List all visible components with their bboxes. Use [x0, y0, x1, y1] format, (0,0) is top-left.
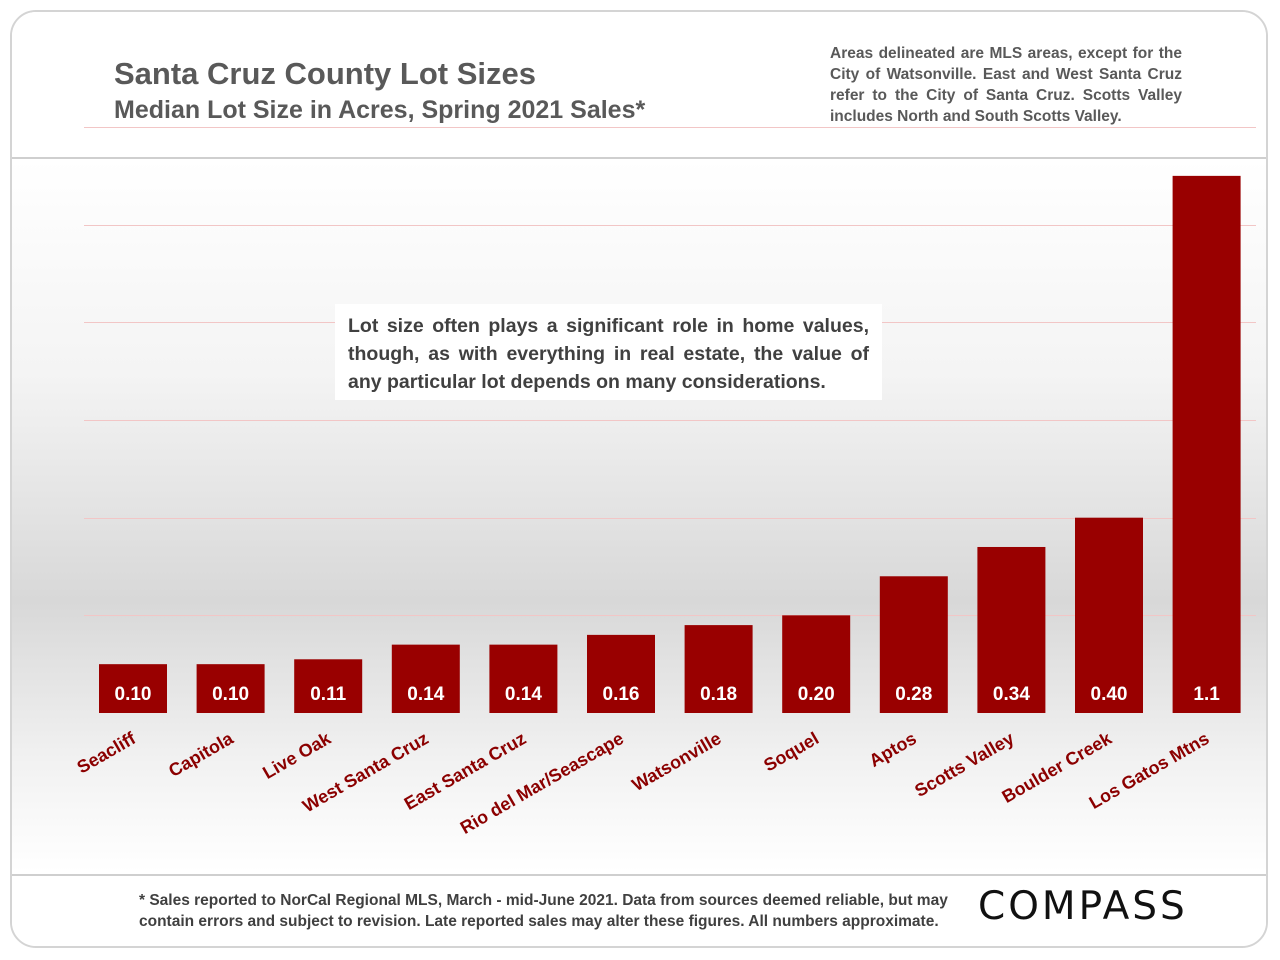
data-label: 0.14	[407, 684, 444, 705]
bar	[1172, 175, 1241, 713]
data-label: 0.28	[895, 684, 932, 705]
data-label: 0.10	[115, 684, 152, 705]
data-label: 0.14	[505, 684, 542, 705]
bar	[489, 644, 558, 713]
bar	[391, 644, 460, 713]
data-label: 0.40	[1091, 684, 1128, 705]
bar	[879, 576, 948, 713]
data-label: 0.34	[993, 684, 1030, 705]
bar	[99, 664, 167, 713]
bar	[294, 659, 363, 713]
footnote: * Sales reported to NorCal Regional MLS,…	[139, 892, 948, 930]
bar	[684, 625, 753, 713]
category-label: Seacliff	[74, 728, 140, 778]
chart-background	[12, 159, 1266, 872]
category-label: Capitola	[165, 728, 237, 781]
header: Santa Cruz County Lot Sizes Median Lot S…	[12, 12, 1266, 159]
category-label: Live Oak	[259, 728, 335, 783]
chart-title: Santa Cruz County Lot Sizes	[114, 56, 536, 91]
slide-frame: Santa Cruz County Lot Sizes Median Lot S…	[10, 10, 1268, 948]
category-label: Aptos	[866, 728, 920, 771]
bar	[196, 664, 265, 713]
data-label: 1.1	[1193, 684, 1220, 705]
category-label: Watsonville	[629, 728, 725, 795]
data-label: 0.11	[310, 684, 346, 705]
data-label: 0.16	[603, 684, 640, 705]
callout-box: Lot size often plays a significant role …	[335, 304, 882, 400]
bar	[1075, 517, 1143, 713]
chart-subtitle: Median Lot Size in Acres, Spring 2021 Sa…	[114, 96, 646, 124]
area-note: Areas delineated are MLS areas, except f…	[830, 45, 1182, 125]
footer: * Sales reported to NorCal Regional MLS,…	[12, 874, 1266, 946]
data-label: 0.18	[700, 684, 737, 705]
category-label: Rio del Mar/Seascape	[457, 728, 627, 838]
category-label: Soquel	[760, 728, 822, 775]
bar	[782, 615, 851, 713]
bar	[977, 546, 1046, 713]
data-label: 0.10	[212, 684, 249, 705]
data-label: 0.20	[798, 684, 835, 705]
bar	[587, 634, 655, 713]
compass-logo: COMPASS	[978, 884, 1188, 929]
